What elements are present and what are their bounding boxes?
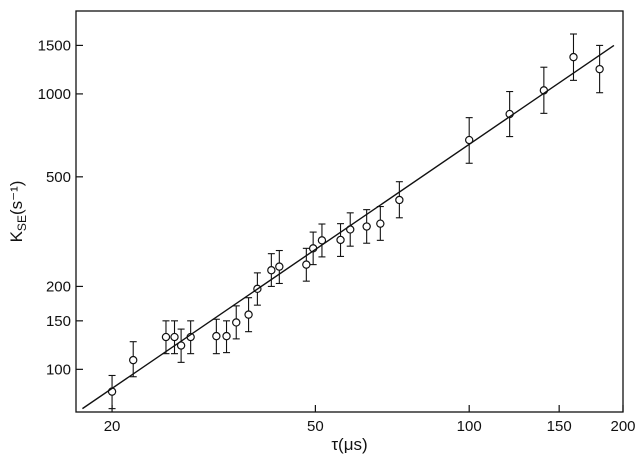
point-marker <box>302 260 311 269</box>
y-tick-label: 1500 <box>38 37 71 54</box>
y-tick-label: 100 <box>46 361 71 378</box>
data-point <box>170 320 179 355</box>
data-point <box>505 90 514 138</box>
point-marker <box>595 64 604 74</box>
x-tick-label: 100 <box>457 418 482 435</box>
point-marker <box>317 236 327 245</box>
data-point <box>129 341 138 378</box>
y-axis-title-subscript: SE <box>15 215 29 231</box>
y-axis-title-unit: (s⁻¹) <box>7 181 26 215</box>
axis-labels-group: τ(μs) KSE(s⁻¹) <box>7 181 368 454</box>
data-point <box>232 305 241 340</box>
y-tick-label: 150 <box>46 313 71 330</box>
plot-frame-group <box>75 10 624 413</box>
point-marker <box>539 86 549 95</box>
x-tick-label: 20 <box>104 418 121 435</box>
data-point <box>362 209 371 244</box>
data-point <box>336 223 345 257</box>
data-point <box>253 272 262 306</box>
x-tick-label: 150 <box>547 418 572 435</box>
point-marker <box>395 195 404 205</box>
point-marker <box>308 244 318 253</box>
data-point <box>222 320 231 354</box>
point-marker <box>170 332 179 342</box>
point-marker <box>275 262 284 271</box>
point-marker <box>464 135 474 145</box>
point-marker <box>222 331 231 341</box>
y-tick-label: 1000 <box>38 86 71 103</box>
data-point <box>267 253 276 287</box>
y-axis-title: KSE(s⁻¹) <box>7 181 29 243</box>
point-marker <box>244 310 253 319</box>
data-point <box>346 212 355 247</box>
point-marker <box>232 318 241 327</box>
data-point <box>186 320 195 355</box>
data-point <box>569 33 578 81</box>
data-point <box>161 320 171 355</box>
data-point <box>308 231 318 266</box>
point-marker <box>346 225 355 234</box>
data-point <box>376 205 385 241</box>
y-tick-label: 200 <box>46 278 71 295</box>
data-point <box>595 44 604 94</box>
point-marker <box>186 332 195 342</box>
point-marker <box>176 341 186 350</box>
data-point <box>212 318 221 355</box>
x-axis-title: τ(μs) <box>331 435 367 454</box>
point-marker <box>107 387 117 396</box>
y-tick-label: 500 <box>46 169 71 186</box>
point-marker <box>129 355 138 365</box>
point-marker <box>267 266 276 275</box>
point-marker <box>376 219 385 228</box>
point-marker <box>161 332 171 342</box>
data-point <box>176 328 186 363</box>
point-marker <box>336 235 345 245</box>
axis-ticks-group: 20 50 100 150 200 100 150 200 500 1000 1500 <box>38 37 636 435</box>
x-tick-label: 50 <box>307 418 324 435</box>
data-point <box>302 247 311 282</box>
point-marker <box>362 222 371 231</box>
point-marker <box>212 331 221 341</box>
y-axis-title-main: K <box>7 230 26 242</box>
data-point <box>107 374 117 410</box>
data-point <box>317 223 327 258</box>
x-tick-label: 200 <box>610 418 635 435</box>
point-marker <box>253 284 262 294</box>
data-point <box>539 66 549 114</box>
point-marker <box>505 109 514 119</box>
plot-frame <box>75 10 624 413</box>
point-marker <box>569 52 578 62</box>
data-point <box>275 249 284 285</box>
data-points-group <box>107 33 604 410</box>
data-point <box>464 117 474 164</box>
data-point <box>244 297 253 333</box>
data-point <box>395 181 404 219</box>
